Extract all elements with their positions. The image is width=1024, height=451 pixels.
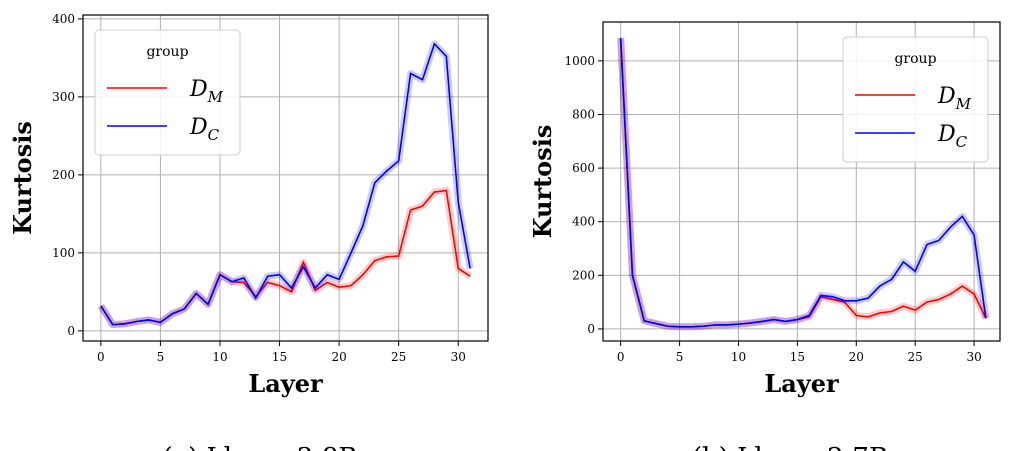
y-tick-label: 1000 xyxy=(564,54,595,68)
x-tick-label: 0 xyxy=(97,350,105,364)
x-tick-label: 25 xyxy=(908,350,923,364)
x-tick-label: 5 xyxy=(157,350,165,364)
legend-box xyxy=(94,29,241,156)
y-axis-label: Kurtosis xyxy=(8,121,37,235)
x-axis-label: Layer xyxy=(764,369,839,398)
y-tick-label: 100 xyxy=(52,246,75,260)
x-tick-label: 10 xyxy=(212,350,227,364)
y-tick-label: 200 xyxy=(52,168,75,182)
y-tick-label: 300 xyxy=(52,90,75,104)
y-tick-label: 0 xyxy=(587,322,595,336)
confidence-band xyxy=(97,186,473,329)
legend-box xyxy=(842,36,989,163)
y-tick-label: 400 xyxy=(52,12,75,26)
legend-label: DM xyxy=(937,84,972,113)
y-tick-label: 600 xyxy=(572,161,595,175)
line xyxy=(100,42,471,326)
y-tick-label: 800 xyxy=(572,107,595,121)
y-tick-label: 400 xyxy=(572,215,595,229)
x-tick-label: 10 xyxy=(731,350,746,364)
y-tick-label: 0 xyxy=(67,324,75,338)
plot-frame xyxy=(82,14,489,342)
plot-frame xyxy=(602,21,1001,342)
legend-label: DC xyxy=(189,115,220,144)
x-tick-label: 25 xyxy=(391,350,406,364)
x-tick-label: 15 xyxy=(790,350,805,364)
legend-label: DC xyxy=(937,122,968,151)
x-tick-label: 0 xyxy=(617,350,625,364)
caption: (a) Llama-3-8B xyxy=(162,443,357,451)
x-tick-label: 15 xyxy=(272,350,287,364)
legend-title: group xyxy=(146,44,188,60)
x-tick-label: 30 xyxy=(966,350,981,364)
y-tick-label: 200 xyxy=(572,268,595,282)
x-tick-label: 30 xyxy=(451,350,466,364)
caption: (b) Llama-2-7B xyxy=(692,443,888,451)
x-axis-label: Layer xyxy=(248,369,323,398)
x-tick-label: 5 xyxy=(676,350,684,364)
legend-label: DM xyxy=(189,77,224,106)
x-tick-label: 20 xyxy=(849,350,864,364)
legend-title: group xyxy=(894,51,936,67)
line xyxy=(619,38,987,328)
x-tick-label: 20 xyxy=(331,350,346,364)
y-axis-label: Kurtosis xyxy=(528,125,557,239)
